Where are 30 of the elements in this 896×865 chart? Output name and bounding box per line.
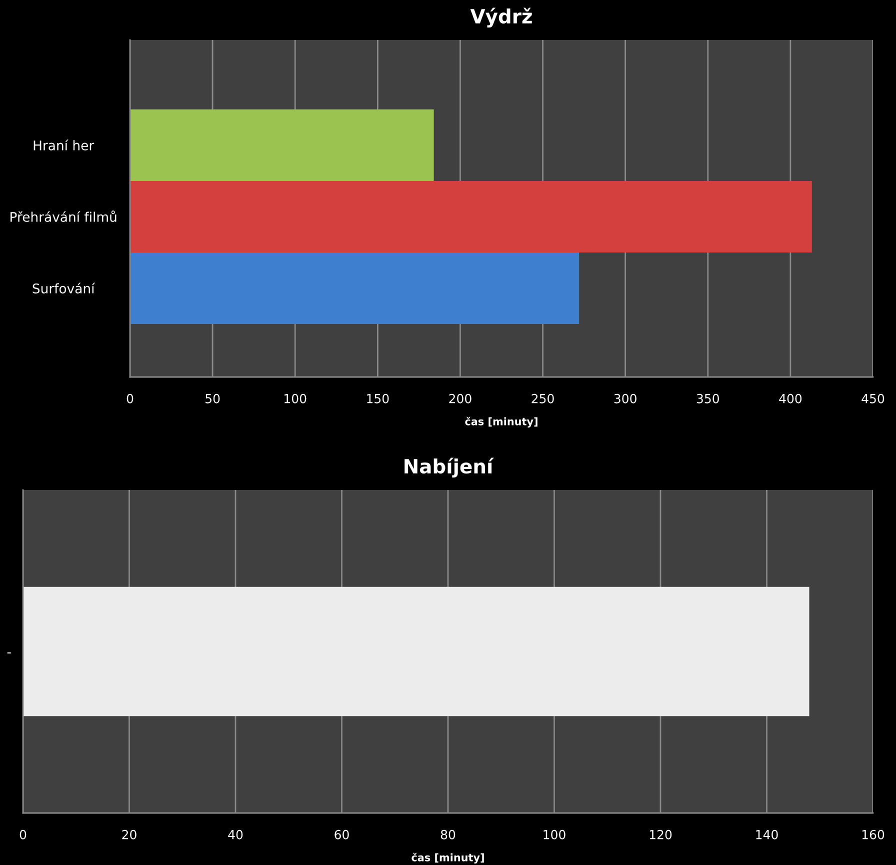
- x-tick-label: 300: [614, 394, 636, 404]
- x-tick-label: 400: [779, 394, 802, 404]
- x-tick-label: 140: [756, 830, 778, 840]
- x-tick-label: 0: [20, 830, 26, 840]
- x-tick-label: 350: [696, 394, 719, 404]
- x-tick-label: 0: [126, 394, 134, 404]
- x-tick-label: 20: [122, 830, 136, 840]
- bar: [130, 180, 812, 253]
- chart-title: Nabíjení: [404, 458, 494, 478]
- x-axis-title: čas [minuty]: [465, 416, 538, 428]
- x-tick-label: 50: [206, 394, 220, 404]
- x-tick-label: 100: [544, 830, 566, 840]
- y-tick-label: Hraní her: [34, 140, 94, 150]
- x-tick-label: 120: [650, 830, 672, 840]
- x-tick-label: 40: [228, 830, 243, 840]
- bar: [130, 252, 580, 324]
- y-tick-label: -: [7, 652, 11, 654]
- x-tick-label: 250: [532, 394, 554, 404]
- x-tick-label: 200: [449, 394, 472, 404]
- x-tick-label: 80: [440, 830, 456, 840]
- x-tick-label: 100: [284, 394, 306, 404]
- x-tick-label: 160: [862, 830, 884, 840]
- bar: [130, 109, 434, 181]
- y-tick-label: Přehrávání filmů: [10, 210, 116, 222]
- chart-title: Výdrž: [470, 8, 532, 28]
- x-tick-label: 150: [367, 394, 389, 404]
- x-axis-title: čas [minuty]: [412, 852, 484, 864]
- x-tick-label: 450: [862, 394, 884, 404]
- x-tick-label: 60: [334, 830, 349, 840]
- y-tick-label: Surfování: [32, 282, 96, 294]
